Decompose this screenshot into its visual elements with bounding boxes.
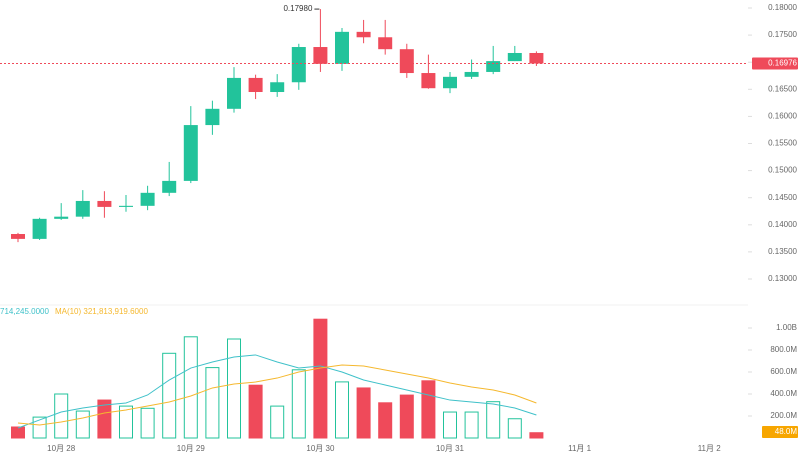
y-tick-label: 0.15000 <box>768 166 797 175</box>
last-volume-label: 48.0M <box>775 427 798 436</box>
volume-bar <box>119 405 133 439</box>
candle-body <box>529 52 544 64</box>
candle-body <box>205 108 220 126</box>
candle-body <box>11 234 25 239</box>
volume-bar <box>162 352 177 439</box>
volume-bar <box>140 407 155 439</box>
volume-bar <box>399 394 414 439</box>
volume-bar <box>291 369 306 439</box>
candle-body <box>486 61 501 72</box>
y-tick-label: 0.14000 <box>768 220 797 229</box>
ma-legend: 714,245.0000 <box>0 307 49 316</box>
volume-tick-label: 200.0M <box>770 411 797 420</box>
x-tick-label: 10月 29 <box>177 444 206 453</box>
y-tick-label: 0.17500 <box>768 30 797 39</box>
last-price-label: 0.16976 <box>768 59 797 68</box>
x-tick-label: 10月 28 <box>47 444 76 453</box>
y-tick-label: 0.16500 <box>768 84 797 93</box>
candle-body <box>75 200 90 217</box>
volume-bar <box>183 336 198 439</box>
volume-bar <box>464 411 479 439</box>
volume-bar <box>227 338 241 439</box>
candle-body <box>162 180 177 193</box>
x-tick-label: 11月 2 <box>698 444 722 453</box>
candle-body <box>54 216 69 219</box>
candle-body <box>227 77 241 109</box>
candle-body <box>313 47 328 64</box>
volume-bar <box>378 402 393 439</box>
candle-body <box>291 47 306 83</box>
ma-line <box>17 354 537 429</box>
volume-bar <box>248 384 263 439</box>
volume-bar <box>54 393 69 439</box>
y-tick-label: 0.14500 <box>768 193 797 202</box>
y-tick-label: 0.18000 <box>768 3 797 12</box>
candle-body <box>248 77 263 93</box>
volume-bar <box>11 426 25 439</box>
ma-legend: MA(10) 321,813,919.6000 <box>55 307 149 316</box>
volume-tick-label: 400.0M <box>770 389 797 398</box>
candle-body <box>97 200 112 207</box>
ma-line <box>17 364 537 426</box>
candle-body <box>140 192 155 206</box>
volume-bar <box>205 367 220 439</box>
volume-bar <box>421 380 436 439</box>
volume-bar <box>97 399 112 439</box>
volume-tick-label: 800.0M <box>770 345 797 354</box>
candle-body <box>464 71 479 77</box>
y-tick-label: 0.15500 <box>768 139 797 148</box>
x-tick-label: 11月 1 <box>568 444 592 453</box>
volume-bar <box>486 401 501 439</box>
candle-body <box>378 37 393 50</box>
high-annotation: 0.17980 <box>283 4 312 13</box>
volume-bar <box>356 387 371 439</box>
volume-bar <box>313 318 328 439</box>
volume-bar <box>32 416 47 439</box>
last-volume-box <box>762 426 798 438</box>
candle-body <box>443 76 457 89</box>
volume-bar <box>529 432 544 439</box>
candle-body <box>183 125 198 181</box>
candle-body <box>356 31 371 38</box>
volume-tick-label: 600.0M <box>770 367 797 376</box>
volume-bar <box>335 381 349 439</box>
volume-bar <box>270 405 285 439</box>
y-tick-label: 0.16000 <box>768 112 797 121</box>
candle-body <box>32 218 47 239</box>
candle-body <box>335 31 349 64</box>
candle-body <box>119 205 133 207</box>
volume-bar <box>443 411 457 439</box>
candle-body <box>421 73 436 89</box>
x-tick-label: 10月 31 <box>436 444 465 453</box>
y-tick-label: 0.13500 <box>768 247 797 256</box>
volume-bar <box>507 418 522 439</box>
candle-body <box>270 82 285 93</box>
x-tick-label: 10月 30 <box>306 444 335 453</box>
y-tick-label: 0.13000 <box>768 274 797 283</box>
volume-tick-label: 1.00B <box>776 323 797 332</box>
candle-body <box>399 49 414 74</box>
candle-body <box>507 52 522 62</box>
volume-bar <box>75 410 90 439</box>
last-price-box <box>752 57 798 70</box>
